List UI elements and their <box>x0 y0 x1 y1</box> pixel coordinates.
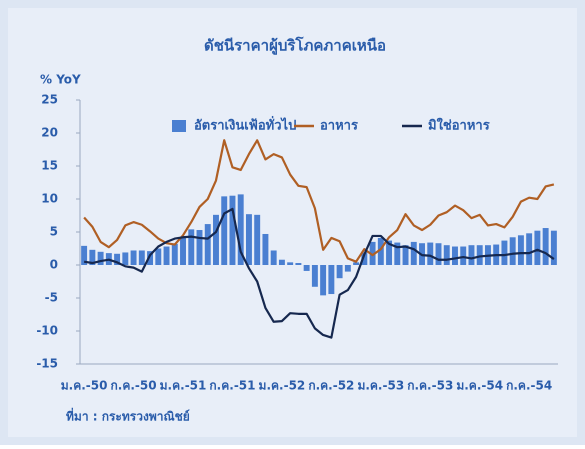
x-tick-label: ม.ค.-50 <box>61 379 108 393</box>
bar <box>361 252 368 265</box>
y-tick-label: -5 <box>45 291 58 305</box>
bar <box>320 265 327 296</box>
line <box>83 139 555 263</box>
y-tick-label: -15 <box>36 357 58 371</box>
x-tick-label: ม.ค.-54 <box>456 379 503 393</box>
x-tick-label: ม.ค.-53 <box>357 379 404 393</box>
chart-title: ดัชนีราคาผู้บริโภคภาคเหนือ <box>204 36 386 56</box>
bar <box>130 250 137 265</box>
x-tick-label: ก.ค.-50 <box>111 379 157 393</box>
bar <box>155 248 162 265</box>
bar <box>270 250 277 265</box>
bar <box>262 233 269 265</box>
bar <box>188 229 195 265</box>
legend-label: อัตราเงินเฟ้อทั่วไป <box>194 116 296 134</box>
bar <box>278 259 285 265</box>
legend-label: อาหาร <box>320 119 358 134</box>
bar <box>369 241 376 265</box>
bar <box>287 262 294 265</box>
bar <box>237 194 244 265</box>
bar <box>526 233 533 265</box>
legend-swatch <box>172 120 186 132</box>
bar <box>204 224 211 265</box>
line <box>83 207 555 339</box>
y-axis-label: % YoY <box>40 73 81 87</box>
bar <box>336 265 343 279</box>
bar <box>410 241 417 265</box>
x-tick-label: ก.ค.-51 <box>209 379 255 393</box>
bar <box>542 228 549 265</box>
bar <box>122 252 129 265</box>
bar <box>443 245 450 265</box>
x-tick-label: ก.ค.-52 <box>308 379 354 393</box>
y-tick-label: 20 <box>41 126 58 140</box>
y-tick-label: -10 <box>36 324 58 338</box>
bar <box>509 237 516 265</box>
bar <box>468 245 475 265</box>
bar <box>386 240 393 265</box>
y-tick-label: 5 <box>50 225 58 239</box>
bar <box>303 265 310 271</box>
bar <box>229 195 236 265</box>
bar <box>460 246 467 265</box>
chart-area <box>8 8 577 437</box>
bar <box>97 251 104 265</box>
x-tick-label: ม.ค.-51 <box>160 379 207 393</box>
bar <box>114 253 121 265</box>
y-tick-label: 25 <box>41 93 58 107</box>
x-tick-label: ก.ค.-53 <box>407 379 453 393</box>
bar <box>163 246 170 265</box>
bar <box>377 237 384 265</box>
y-tick-label: 15 <box>41 159 58 173</box>
bar <box>435 243 442 265</box>
bar <box>311 265 318 287</box>
y-tick-label: 10 <box>41 192 58 206</box>
bar <box>196 230 203 265</box>
bar <box>353 262 360 265</box>
y-tick-label: 0 <box>50 258 58 272</box>
bar <box>517 235 524 265</box>
bar <box>245 214 252 265</box>
bar <box>402 245 409 265</box>
bar <box>81 245 88 265</box>
bar <box>476 245 483 265</box>
bar <box>501 240 508 265</box>
bar <box>180 236 186 265</box>
bar <box>427 242 434 265</box>
bar <box>328 265 335 295</box>
bar <box>89 249 96 265</box>
legend-label: มิใช่อาหาร <box>428 117 490 134</box>
bar <box>452 246 458 265</box>
bar <box>213 214 219 265</box>
bar <box>138 250 145 265</box>
bar <box>147 251 154 265</box>
source: ที่มา : กระทรวงพาณิชย์ <box>66 408 190 424</box>
bar <box>394 242 401 265</box>
x-tick-label: ก.ค.-54 <box>506 379 552 393</box>
x-tick-label: ม.ค.-52 <box>259 379 306 393</box>
bar <box>171 243 178 265</box>
bar <box>254 214 261 265</box>
bar <box>550 230 557 265</box>
bar <box>344 265 351 272</box>
bar <box>295 263 302 265</box>
bar <box>534 230 541 265</box>
bar <box>221 196 228 265</box>
